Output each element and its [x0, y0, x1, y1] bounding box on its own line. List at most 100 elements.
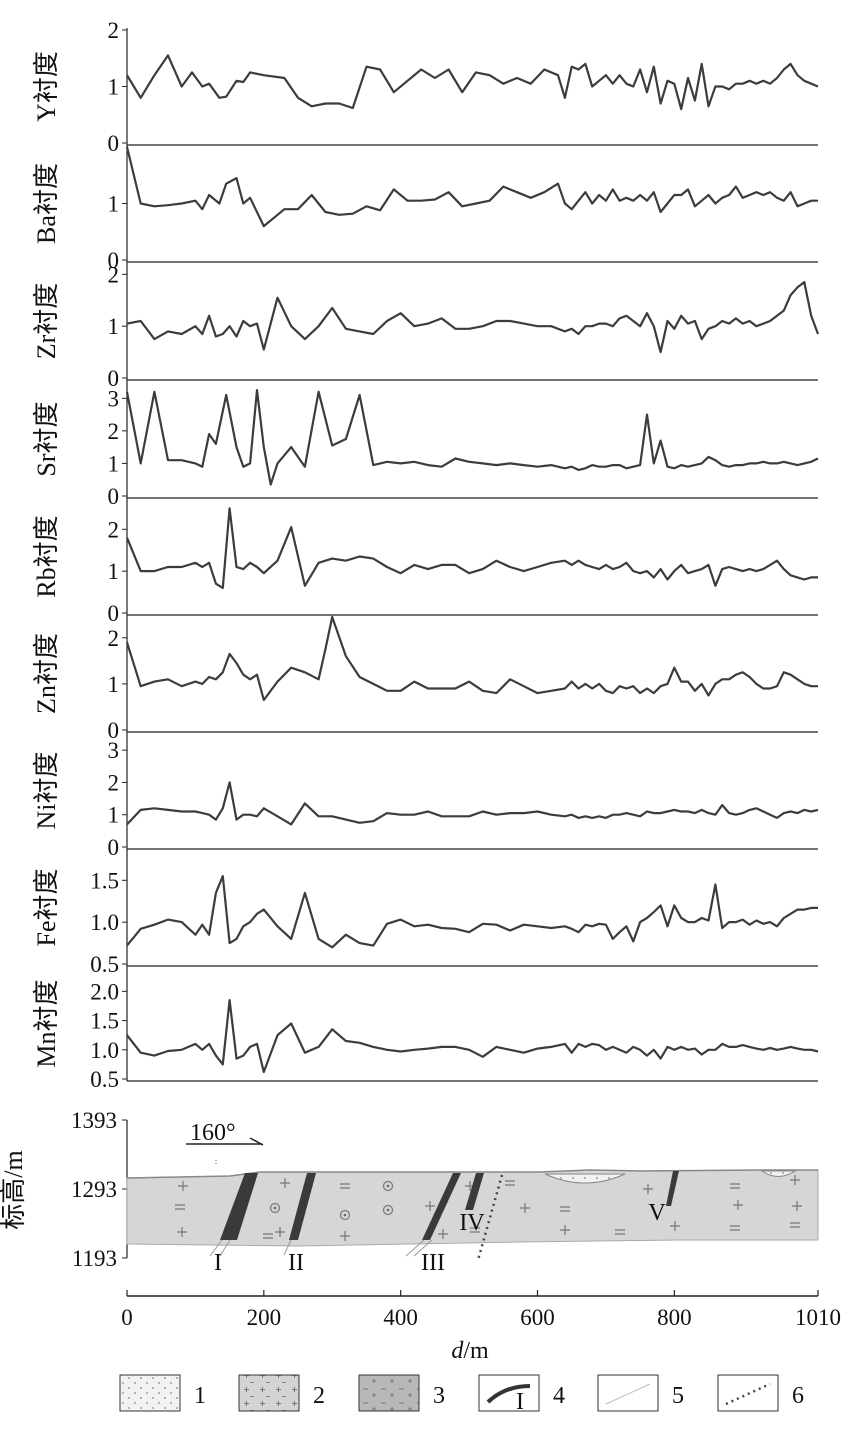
equal-symbol: [730, 1183, 740, 1189]
equal-symbol: [730, 1225, 740, 1231]
legend-swatch: [597, 1374, 659, 1412]
y-axis-label: Rb衬度: [32, 515, 61, 597]
equal-symbol: [790, 1222, 800, 1228]
series-line: [126, 281, 820, 354]
plus-symbol: [177, 1227, 187, 1237]
plus-symbol: [643, 1184, 653, 1194]
legend-vein-mark: I: [516, 1389, 524, 1415]
y-tick-label: 1: [108, 314, 120, 339]
y-tick-label: 0.5: [90, 1067, 119, 1092]
legend-item-1: 1: [119, 1374, 206, 1412]
plus-symbol: [520, 1203, 530, 1213]
circle-dot-center: [343, 1213, 347, 1217]
x-axis-label: d/m: [451, 1338, 489, 1364]
panel-4: 0 1 2 Rb衬度: [32, 498, 818, 626]
series-line: [125, 389, 819, 486]
y-tick-label: 2: [108, 419, 120, 444]
y-tick-label: 0.5: [90, 952, 119, 977]
y-tick-label: 3: [108, 738, 120, 763]
x-axis-label-unit: /m: [463, 1338, 489, 1364]
y-axis-label: Ba衬度: [32, 163, 61, 244]
plus-symbol: [425, 1201, 435, 1211]
y-axis-label: Ni衬度: [32, 751, 61, 829]
equal-symbol: [615, 1229, 625, 1235]
circle-dot-symbol: [382, 1180, 394, 1192]
section-y-tick-label: 1293: [71, 1177, 117, 1202]
series-line: [125, 615, 818, 702]
plus-symbol: [790, 1175, 800, 1185]
vein-label-3: III: [421, 1250, 445, 1276]
panel-0: 0 1 2 Y衬度: [32, 18, 819, 156]
legend-fault-symbol: [725, 1382, 771, 1406]
circle-dot-symbol: [269, 1202, 281, 1214]
y-axis-label: Y衬度: [32, 51, 61, 122]
x-axis-label-var: d: [451, 1338, 464, 1364]
geochemistry-panels: 0 1 2 Y衬度 0 1 Ba衬度 0 1 2 Zr衬度 0 1 2 3 Sr衬度 0 1 2 Rb衬度 0 1 2 Zn衬…: [32, 18, 820, 1092]
x-tick-label: 600: [520, 1305, 555, 1330]
circle-dot-center: [386, 1208, 390, 1212]
plus-symbol: [438, 1229, 448, 1239]
legend: 1 2 3 4 5 6 I: [119, 1374, 804, 1415]
series-line: [125, 146, 818, 228]
vein-label-1: I: [214, 1250, 222, 1276]
y-tick-label: 1.5: [90, 868, 119, 893]
azimuth-label: 160°: [190, 1120, 236, 1146]
section-y-tick-label: 1193: [72, 1246, 117, 1271]
y-tick-label: 1.0: [90, 910, 119, 935]
equal-symbol: [263, 1233, 273, 1239]
sediment-lens: [544, 1173, 626, 1184]
panel-3: 0 1 2 3 Sr衬度: [32, 380, 819, 509]
legend-swatch: [119, 1374, 181, 1412]
legend-fracture-symbol: [605, 1383, 651, 1405]
y-tick-label: 1: [108, 803, 120, 828]
plus-symbol: [733, 1200, 743, 1210]
x-tick-label: 800: [657, 1305, 692, 1330]
ore-vein: [220, 1173, 258, 1240]
x-tick-label: 200: [247, 1305, 282, 1330]
plus-symbol: [280, 1178, 290, 1188]
legend-item-2: 2: [238, 1374, 325, 1412]
panel-2: 0 1 2 Zr衬度: [32, 262, 820, 391]
x-axis: 0 200 400 600 800 1010 d/m: [121, 1290, 841, 1364]
legend-item-6: 6: [717, 1374, 804, 1412]
y-tick-label: 0: [108, 484, 120, 509]
y-tick-label: 0: [108, 248, 120, 273]
fracture-line: [283, 1239, 292, 1256]
y-tick-label: 0: [108, 835, 120, 860]
series-line: [126, 54, 819, 111]
ground-surface: [126, 1169, 818, 1179]
fracture-line: [413, 1239, 433, 1257]
y-tick-label: 1: [108, 559, 120, 584]
legend-swatch: [238, 1374, 300, 1412]
legend-label: 1: [194, 1383, 206, 1409]
x-tick-label: 0: [121, 1305, 133, 1330]
panel-1: 0 1 Ba衬度: [32, 145, 818, 273]
circle-dot-symbol: [339, 1209, 351, 1221]
equal-symbol: [470, 1227, 480, 1233]
section-y-tick-label: 1393: [71, 1108, 117, 1133]
equal-symbol: [505, 1180, 515, 1186]
circle-dot-symbol: [382, 1204, 394, 1216]
legend-label: 6: [792, 1383, 804, 1409]
circle-dot-center: [386, 1184, 390, 1188]
y-tick-label: 1: [108, 451, 120, 476]
y-tick-label: 0: [108, 366, 120, 391]
legend-label: 4: [553, 1383, 565, 1409]
y-tick-label: 2: [108, 262, 120, 287]
y-axis-label: Sr衬度: [32, 401, 61, 476]
y-tick-label: 0: [108, 601, 120, 626]
sediment-lens: [760, 1170, 797, 1177]
fault-line: [476, 1174, 504, 1261]
y-tick-label: 2.0: [90, 979, 119, 1004]
legend-swatch: [478, 1374, 540, 1412]
legend-item-3: 3: [358, 1374, 445, 1412]
y-axis-label: Mn衬度: [32, 979, 61, 1067]
y-axis-label: Zr衬度: [32, 283, 61, 360]
plus-symbol: [670, 1221, 680, 1231]
legend-item-5: 5: [597, 1374, 684, 1412]
fracture-line: [219, 1239, 231, 1257]
legend-item-4: 4: [478, 1374, 565, 1412]
equal-symbol: [340, 1183, 350, 1189]
